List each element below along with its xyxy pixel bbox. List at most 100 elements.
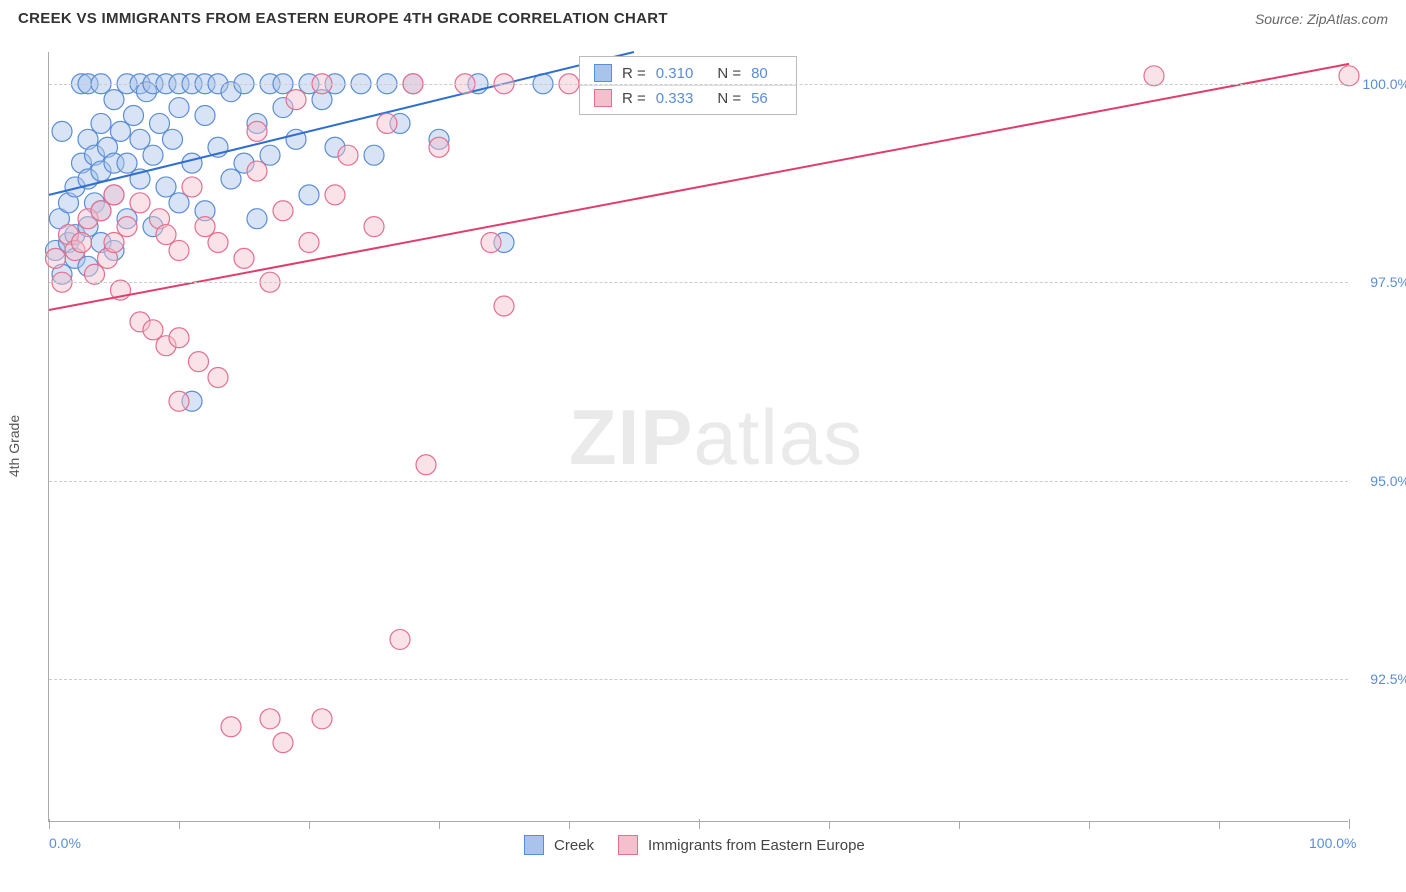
data-point: [221, 717, 241, 737]
series-name-creek: Creek: [554, 837, 594, 854]
legend-row-creek: R = 0.310 N = 80: [580, 61, 796, 85]
data-point: [143, 145, 163, 165]
n-value-immigrants: 56: [751, 90, 768, 107]
x-tick-major: [49, 819, 50, 829]
y-axis-title: 4th Grade: [6, 415, 22, 477]
n-label: N =: [717, 90, 741, 107]
gridline-h: [49, 481, 1348, 482]
x-tick-minor: [829, 821, 830, 829]
x-tick-minor: [309, 821, 310, 829]
x-tick-minor: [179, 821, 180, 829]
data-point: [208, 233, 228, 253]
data-point: [260, 709, 280, 729]
data-point: [182, 153, 202, 173]
title-bar: CREEK VS IMMIGRANTS FROM EASTERN EUROPE …: [0, 0, 1406, 33]
data-point: [221, 169, 241, 189]
data-point: [273, 733, 293, 753]
gridline-h: [49, 84, 1348, 85]
scatter-svg: [49, 52, 1348, 821]
data-point: [416, 455, 436, 475]
data-point: [208, 367, 228, 387]
data-point: [364, 217, 384, 237]
data-point: [429, 137, 449, 157]
x-tick-major: [699, 819, 700, 829]
data-point: [150, 113, 170, 133]
data-point: [260, 145, 280, 165]
r-label: R =: [622, 90, 646, 107]
data-point: [338, 145, 358, 165]
data-point: [156, 225, 176, 245]
x-tick-minor: [1089, 821, 1090, 829]
data-point: [117, 153, 137, 173]
y-tick-label: 100.0%: [1363, 76, 1406, 92]
data-point: [163, 129, 183, 149]
source-value: ZipAtlas.com: [1307, 11, 1388, 27]
data-point: [156, 177, 176, 197]
data-point: [247, 161, 267, 181]
data-point: [312, 709, 332, 729]
r-value-creek: 0.310: [656, 65, 694, 82]
data-point: [325, 185, 345, 205]
data-point: [169, 98, 189, 118]
data-point: [234, 248, 254, 268]
correlation-legend: R = 0.310 N = 80 R = 0.333 N = 56: [579, 56, 797, 115]
x-tick-minor: [1219, 821, 1220, 829]
gridline-h: [49, 282, 1348, 283]
data-point: [182, 177, 202, 197]
data-point: [169, 328, 189, 348]
x-tick-major: [1349, 819, 1350, 829]
data-point: [189, 352, 209, 372]
data-point: [91, 201, 111, 221]
series-legend: Creek Immigrants from Eastern Europe: [524, 835, 865, 855]
gridline-h: [49, 679, 1348, 680]
data-point: [481, 233, 501, 253]
data-point: [364, 145, 384, 165]
x-tick-minor: [569, 821, 570, 829]
data-point: [390, 629, 410, 649]
series-name-immigrants: Immigrants from Eastern Europe: [648, 837, 865, 854]
swatch-creek-bottom: [524, 835, 544, 855]
x-tick-minor: [959, 821, 960, 829]
data-point: [130, 129, 150, 149]
data-point: [247, 121, 267, 141]
data-point: [169, 240, 189, 260]
data-point: [124, 106, 144, 126]
chart-plot-area: R = 0.310 N = 80 R = 0.333 N = 56 Creek …: [48, 52, 1348, 822]
data-point: [169, 193, 189, 213]
data-point: [52, 121, 72, 141]
data-point: [247, 209, 267, 229]
data-point: [299, 233, 319, 253]
data-point: [104, 90, 124, 110]
x-tick-label: 0.0%: [49, 835, 81, 851]
data-point: [494, 296, 514, 316]
y-tick-label: 97.5%: [1370, 274, 1406, 290]
data-point: [91, 113, 111, 133]
data-point: [286, 90, 306, 110]
data-point: [169, 391, 189, 411]
source-attribution: Source: ZipAtlas.com: [1255, 11, 1388, 27]
x-tick-minor: [439, 821, 440, 829]
n-value-creek: 80: [751, 65, 768, 82]
data-point: [299, 185, 319, 205]
chart-title: CREEK VS IMMIGRANTS FROM EASTERN EUROPE …: [18, 10, 668, 27]
data-point: [46, 248, 66, 268]
data-point: [117, 217, 137, 237]
data-point: [273, 201, 293, 221]
swatch-creek: [594, 64, 612, 82]
source-label: Source:: [1255, 11, 1303, 27]
data-point: [130, 193, 150, 213]
n-label: N =: [717, 65, 741, 82]
data-point: [195, 217, 215, 237]
swatch-immigrants-bottom: [618, 835, 638, 855]
swatch-immigrants: [594, 89, 612, 107]
data-point: [72, 233, 92, 253]
x-tick-label: 100.0%: [1309, 835, 1356, 851]
y-tick-label: 92.5%: [1370, 671, 1406, 687]
y-tick-label: 95.0%: [1370, 473, 1406, 489]
data-point: [104, 233, 124, 253]
r-value-immigrants: 0.333: [656, 90, 694, 107]
data-point: [377, 113, 397, 133]
r-label: R =: [622, 65, 646, 82]
data-point: [111, 121, 131, 141]
data-point: [104, 185, 124, 205]
